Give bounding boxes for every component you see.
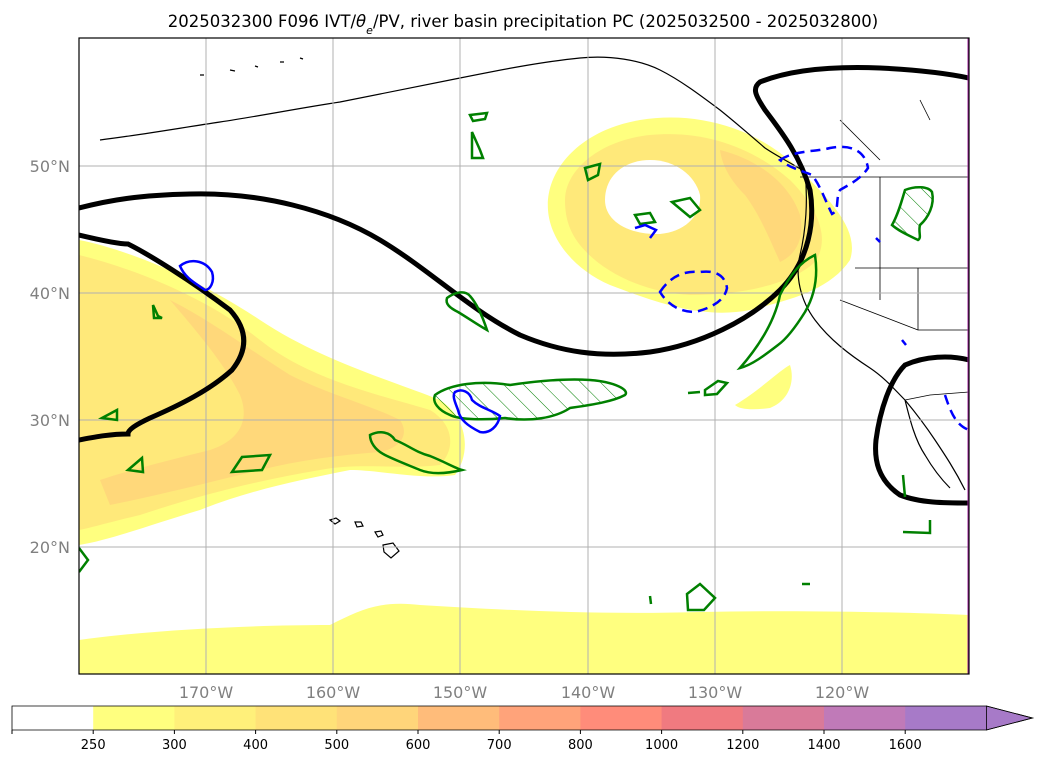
pv-neg-dashed-1 [658, 270, 729, 314]
coastlines [99, 56, 966, 559]
theta-e-east [873, 354, 969, 506]
colorbar-extend-arrow [986, 705, 1034, 731]
pv-neg-small [634, 223, 658, 239]
lat-label-20: 20°N [30, 538, 70, 557]
us-west-coast [797, 171, 966, 491]
pv-south-3 [125, 455, 145, 474]
mexico-border [904, 391, 969, 401]
colorbar-tick-label: 500 [324, 738, 349, 753]
canada-interior [839, 99, 931, 161]
pv-east-3 [901, 474, 932, 535]
colorbar-segment [905, 706, 987, 730]
alaska-coast [99, 56, 806, 173]
title-theta: θ [356, 12, 366, 31]
title-prefix: 2025032300 F096 IVT/ [168, 12, 357, 31]
pv-neg-tiny [875, 237, 907, 346]
pv-positive-contours [79, 111, 934, 612]
colorbar-segment [742, 706, 825, 730]
colorbar: 250 300 400 500 600 700 800 1000 1200 1400 1600 [11, 705, 1034, 753]
ivt-band-east-small [735, 365, 792, 410]
hawaii-big [382, 542, 400, 559]
pv-small-3 [468, 111, 489, 123]
pv-neg-west [178, 259, 215, 292]
pv-small-6 [669, 196, 702, 219]
ivt-ring-hole [605, 160, 701, 235]
pv-south-1 [368, 431, 467, 475]
pv-neg-central [452, 389, 502, 434]
colorbar-segment [499, 706, 581, 730]
colorbar-tick-label: 1600 [889, 738, 922, 753]
pv-small-7 [633, 211, 657, 226]
pv-east-1 [687, 379, 730, 397]
aleutians [200, 57, 304, 76]
colorbar-segment [661, 706, 744, 730]
pv-small-5 [583, 162, 602, 182]
map-frame [78, 37, 970, 675]
colorbar-tick-label: 250 [81, 738, 106, 753]
pv-neg-dashed-2 [777, 145, 870, 216]
pv-small-4 [470, 131, 485, 160]
colorbar-segments [12, 706, 987, 730]
ivt-band-south [79, 603, 969, 674]
colorbar-outline [11, 705, 1034, 731]
theta-e-contours [79, 65, 969, 506]
pv-small-2 [151, 304, 163, 320]
map-panel [79, 38, 969, 674]
colorbar-segment [824, 706, 906, 730]
pv-negative-contours [178, 145, 969, 434]
lon-label-150w: 150°W [433, 683, 488, 702]
lon-label-170w: 170°W [179, 683, 234, 702]
colorbar-segment [174, 706, 257, 730]
colorbar-tick-label: 700 [487, 738, 512, 753]
state-lines [839, 177, 969, 331]
ivt-shading-inner [100, 150, 802, 505]
colorbar-tick-label: 400 [243, 738, 268, 753]
lon-label-130w: 130°W [688, 683, 743, 702]
pv-east-2 [685, 582, 717, 612]
colorbar-segment [418, 706, 500, 730]
pv-central-band [433, 378, 628, 421]
pv-south-2 [229, 453, 273, 474]
colorbar-tick-label: 600 [406, 738, 431, 753]
colorbar-tick-label: 1000 [645, 738, 678, 753]
longitude-labels: 170°W 160°W 150°W 140°W 130°W 120°W [179, 683, 870, 702]
colorbar-tick-label: 300 [162, 738, 187, 753]
lon-label-120w: 120°W [815, 683, 870, 702]
colorbar-segment [255, 706, 338, 730]
colorbar-segment [580, 706, 663, 730]
pv-small-1 [97, 407, 119, 422]
title-suffix: /PV, river basin precipitation PC (20250… [373, 12, 878, 31]
title-theta-sub: e [366, 24, 373, 37]
borders [800, 99, 969, 401]
colorbar-ticks: 250 300 400 500 600 700 800 1000 1200 1400 1600 [11, 730, 922, 753]
colorbar-segment [12, 706, 94, 730]
pv-neg-dashed-3 [943, 394, 969, 432]
colorbar-tick-label: 1200 [726, 738, 759, 753]
colorbar-tick-label: 800 [568, 738, 593, 753]
lat-label-30: 30°N [30, 411, 70, 430]
lat-label-40: 40°N [30, 284, 70, 303]
baja-coast [904, 399, 951, 489]
pv-coast-strip [736, 253, 818, 371]
map-title: 2025032300 F096 IVT/θe/PV, river basin p… [168, 12, 878, 37]
colorbar-tick-label: 1400 [807, 738, 840, 753]
colorbar-segment [336, 706, 419, 730]
lat-label-50: 50°N [30, 157, 70, 176]
hawaii-2 [354, 521, 364, 528]
theta-e-west [79, 232, 247, 443]
pv-west-edge [79, 547, 90, 573]
lon-label-140w: 140°W [561, 683, 616, 702]
pv-tiny-2 [648, 595, 653, 605]
colorbar-segment [93, 706, 175, 730]
theta-e-main [79, 65, 969, 357]
hawaii-3 [374, 530, 384, 538]
pv-mid-1 [445, 291, 490, 333]
pv-rockies [890, 186, 934, 242]
latitude-labels: 50°N 40°N 30°N 20°N [30, 157, 70, 557]
lon-label-160w: 160°W [306, 683, 361, 702]
